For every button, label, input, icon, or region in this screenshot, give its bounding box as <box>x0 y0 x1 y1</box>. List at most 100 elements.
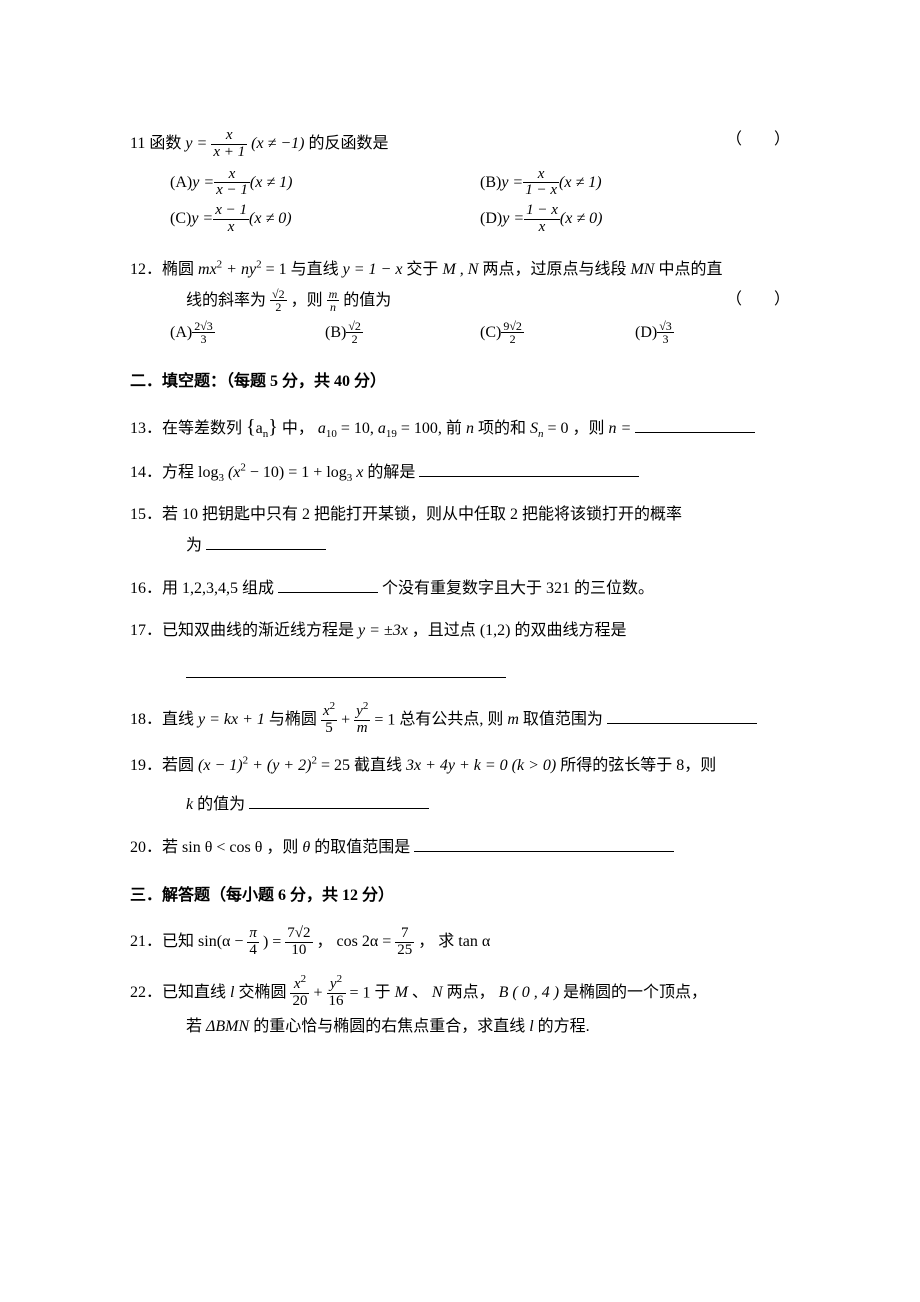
q12-a-den: 3 <box>192 332 215 346</box>
q18-a: 18．直线 <box>130 711 198 728</box>
q21-v2n: 7 <box>395 926 414 942</box>
q18-y2: y2 <box>354 704 370 720</box>
q22-f2: y2 16 <box>327 977 346 1010</box>
q12-d-num: √3 <box>657 320 674 333</box>
q15-b: 为 <box>186 537 202 554</box>
q13-a19: a <box>378 420 386 437</box>
q19-ca: (x − 1) <box>198 757 243 774</box>
q11-d-label: (D) <box>480 207 502 231</box>
q12-options: (A) 2√3 3 (B) √2 2 (C) 9√2 2 (D) √3 <box>170 320 790 346</box>
question-12: 12．椭圆 mx2 + ny2 = 1 与直线 y = 1 − x 交于 M ,… <box>130 258 790 282</box>
q12-e1b: + ny <box>226 261 256 278</box>
q21-a: 21．已知 <box>130 933 198 950</box>
q11-post: 的反函数是 <box>308 135 388 152</box>
q12-d-label: (D) <box>635 321 657 345</box>
q18-line: y = kx + 1 <box>198 711 265 728</box>
q13-c: 前 <box>446 420 466 437</box>
q12-kfrac: √2 2 <box>270 288 287 314</box>
q22-i: 的方程. <box>538 1018 590 1035</box>
q11-b-frac: x 1 − x <box>523 167 559 200</box>
question-22: 22．已知直线 l 交椭圆 x2 20 + y2 16 = 1 于 M 、 N … <box>130 977 790 1010</box>
question-17: 17．已知双曲线的渐近线方程是 y = ±3x ，且过点 (1,2) 的双曲线方… <box>130 619 790 643</box>
q22-bpt: B ( 0 , 4 ) <box>499 984 563 1001</box>
q11-a-pre: y = <box>192 171 214 195</box>
q11-text: 11 函数 <box>130 135 185 152</box>
q14-log1a: log <box>198 464 218 481</box>
q12-l2b: ，则 <box>291 291 327 308</box>
question-19: 19．若圆 (x − 1)2 + (y + 2)2 = 25 截直线 3x + … <box>130 754 790 778</box>
q12-c-frac: 9√2 2 <box>501 320 524 346</box>
q18-f1: x2 5 <box>321 704 337 737</box>
q12-a-frac: 2√3 3 <box>192 320 215 346</box>
q18-blank <box>607 707 757 724</box>
q14-log2b: 3 <box>347 472 353 484</box>
section-3-title: 三．解答题（每小题 6 分，共 12 分） <box>130 884 790 908</box>
q22-d2: 16 <box>327 993 346 1010</box>
q21-cos: cos 2α = <box>337 933 396 950</box>
q12-b-den: 2 <box>346 332 363 346</box>
q12-mid4: 中点的直 <box>658 261 722 278</box>
q13-d: 项的和 <box>478 420 530 437</box>
q12-a-num: 2√3 <box>192 320 215 333</box>
q12-kden: 2 <box>270 300 287 314</box>
q11-b-den: 1 − x <box>523 182 559 199</box>
q13-a10: a <box>318 420 326 437</box>
q16-blank <box>278 576 378 593</box>
q12-b-frac: √2 2 <box>346 320 363 346</box>
q12-paren: （ ） <box>726 288 790 312</box>
q12-opt-b: (B) √2 2 <box>325 320 480 346</box>
q21-v1n: 7√2 <box>285 926 312 942</box>
question-18: 18．直线 y = kx + 1 与椭圆 x2 5 + y2 m = 1 总有公… <box>130 704 790 737</box>
question-14: 14．方程 log3 (x2 − 10) = 1 + log3 x 的解是 <box>130 460 790 485</box>
q12-opt-c: (C) 9√2 2 <box>480 320 635 346</box>
q18-f2: y2 m <box>354 704 370 737</box>
q11-frac-num: x <box>211 128 247 144</box>
q20-blank <box>414 835 674 852</box>
q21-v1d: 10 <box>285 942 312 959</box>
q12-mnd: n <box>327 300 340 314</box>
q22-m: M <box>395 984 412 1001</box>
q11-opt-a: (A) y = x x − 1 (x ≠ 1) <box>170 167 480 200</box>
q21-b: ， 求 <box>418 933 458 950</box>
q12-b-label: (B) <box>325 321 346 345</box>
q11-d-cond: (x ≠ 0) <box>560 207 603 231</box>
q12-knum: √2 <box>270 288 287 301</box>
q11-b-label: (B) <box>480 171 501 195</box>
q13-a19s: 19 <box>386 428 397 440</box>
q11-a-num: x <box>214 167 250 183</box>
q22-l2: l <box>529 1018 537 1035</box>
q12-c-num: 9√2 <box>501 320 524 333</box>
q13-a10s: 10 <box>326 428 337 440</box>
q12-l2c: 的值为 <box>343 291 391 308</box>
q20-b: ，则 <box>266 839 302 856</box>
q11-c-den: x <box>213 219 249 236</box>
q11-cond: (x ≠ −1) <box>251 135 308 152</box>
q17-pt: (1,2) <box>480 622 515 639</box>
q11-a-den: x − 1 <box>214 182 250 199</box>
q21-sin: sin(α − <box>198 933 247 950</box>
q21-pifrac: π 4 <box>247 926 259 959</box>
q12-opt-a: (A) 2√3 3 <box>170 320 325 346</box>
q22-f: 是椭圆的一个顶点， <box>563 984 707 1001</box>
q11-opt-b: (B) y = x 1 − x (x ≠ 1) <box>480 167 790 200</box>
q13-blank <box>635 416 755 433</box>
q18-d1: 5 <box>321 720 337 737</box>
q14-log1b: 3 <box>218 472 224 484</box>
q13-eq2: = 100, <box>397 420 446 437</box>
q11-opt-d: (D) y = 1 − x x (x ≠ 0) <box>480 203 790 236</box>
q22-n: N <box>432 984 447 1001</box>
q19-line2: k 的值为 <box>186 792 790 817</box>
q21-v1: 7√2 10 <box>285 926 312 959</box>
q15-line2: 为 <box>186 533 790 558</box>
q12-pts: M , N <box>442 261 482 278</box>
q18-m: m <box>507 711 523 728</box>
q11-d-num: 1 − x <box>524 203 560 219</box>
q17-expr: y = ±3x <box>358 622 412 639</box>
q16-c: 个没有重复数字且大于 321 的三位数。 <box>382 580 654 597</box>
q11-d-frac: 1 − x x <box>524 203 560 236</box>
q22-d: 、 <box>412 984 432 1001</box>
q16-b: 组成 <box>242 580 274 597</box>
q19-blank <box>249 792 429 809</box>
q12-line2: 线的斜率为 √2 2 ，则 m n 的值为 （ ） <box>186 288 790 314</box>
q22-tri: ΔBMN <box>206 1018 253 1035</box>
